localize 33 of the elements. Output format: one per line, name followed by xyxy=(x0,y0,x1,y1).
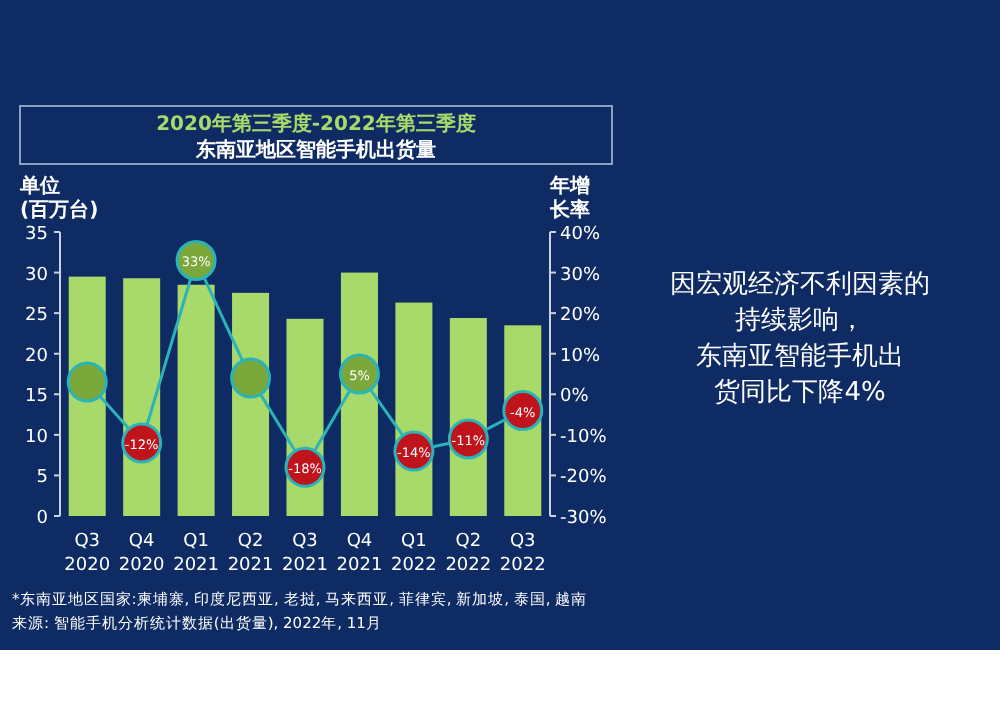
x-tick-label: Q3 2020 xyxy=(64,532,111,576)
chart-title: 2020年第三季度-2022年第三季度 xyxy=(156,112,476,136)
y2-tick-label: 10% xyxy=(560,346,601,367)
y-tick-label: 0 xyxy=(36,509,49,529)
x-tick-label: Q3 2022 xyxy=(499,532,546,576)
chart-subtitle: 东南亚地区智能手机出货量 xyxy=(194,138,436,162)
y2-tick-label: 20% xyxy=(560,306,601,327)
text: 因宏观经济不利因素的持续影响，东南亚智能手机出货同比下降4% xyxy=(670,268,930,408)
y-tick-label: 15 xyxy=(25,387,48,408)
y2-tick-label: 30% xyxy=(560,265,601,286)
y2-tick-label: 0% xyxy=(560,387,590,408)
y-tick-label: 10 xyxy=(25,427,49,448)
point xyxy=(230,357,272,399)
y2-tick-label: -10% xyxy=(560,427,608,448)
y-tick-label: 20 xyxy=(25,346,49,367)
x-tick-label: Q1 2022 xyxy=(390,532,437,576)
y2-tick-label: -20% xyxy=(560,468,608,489)
x-tick-label: Q3 2021 xyxy=(282,532,328,576)
x-tick-label: Q4 2020 xyxy=(118,532,166,576)
y-tick-label: 5 xyxy=(36,468,48,489)
x-tick-label: Q1 2021 xyxy=(173,532,220,576)
y2-axis-title: 年增长率 xyxy=(548,174,590,222)
y-tick-label: 25 xyxy=(25,306,48,327)
bar xyxy=(177,284,215,516)
y-axis-title: 单位 (百万台) xyxy=(18,174,99,222)
y-tick-label: 35 xyxy=(25,225,48,245)
y-tick-label: 30 xyxy=(25,265,49,286)
point xyxy=(66,361,108,403)
x-tick-label: Q2 2022 xyxy=(445,532,492,576)
y2-tick-label: -30% xyxy=(560,509,608,529)
x-tick-label: Q2 2021 xyxy=(227,532,274,576)
x-tick-label: Q4 2021 xyxy=(336,532,383,576)
y2-tick-label: 40% xyxy=(560,225,601,245)
